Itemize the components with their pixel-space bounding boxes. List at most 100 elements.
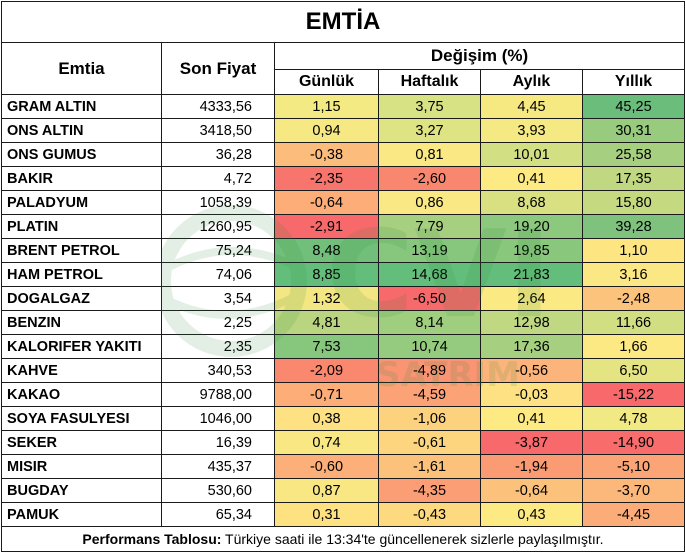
last-price-cell: 65,34 [161,502,275,527]
table-row: PALADYUM 1058,39 -0,64 0,86 8,68 15,80 [1,190,685,215]
monthly-change-cell: 17,36 [480,334,583,359]
header-monthly: Aylık [480,69,583,95]
table-row: KAKAO 9788,00 -0,71 -4,59 -0,03 -15,22 [1,382,685,407]
weekly-change-cell: 3,75 [378,94,481,119]
commodity-name: ONS ALTIN [1,118,162,143]
monthly-change-cell: 2,64 [480,286,583,311]
daily-change-cell: -0,60 [274,454,379,479]
monthly-change-cell: 10,01 [480,142,583,167]
yearly-change-cell: 15,80 [581,190,685,215]
daily-change-cell: 8,85 [274,262,379,287]
weekly-change-cell: 0,86 [378,190,481,215]
daily-change-cell: 4,81 [274,310,379,335]
monthly-change-cell: 19,85 [480,238,583,263]
weekly-change-cell: 13,19 [378,238,481,263]
daily-change-cell: 0,38 [274,406,379,431]
header-last-price: Son Fiyat [161,42,275,95]
yearly-change-cell: 6,50 [581,358,685,383]
last-price-cell: 530,60 [161,478,275,503]
last-price-cell: 74,06 [161,262,275,287]
table-row: SEKER 16,39 0,74 -0,61 -3,87 -14,90 [1,430,685,455]
daily-change-cell: -2,35 [274,166,379,191]
commodity-name: MISIR [1,454,162,479]
commodity-name: KAKAO [1,382,162,407]
commodity-name: PAMUK [1,502,162,527]
table-row: BUGDAY 530,60 0,87 -4,35 -0,64 -3,70 [1,478,685,503]
header-change: Değişim (%) [273,42,685,70]
yearly-change-cell: -5,10 [581,454,685,479]
last-price-cell: 3418,50 [161,118,275,143]
monthly-change-cell: -0,64 [480,478,583,503]
last-price-cell: 75,24 [161,238,275,263]
daily-change-cell: -0,38 [274,142,379,167]
table-row: SOYA FASULYESI 1046,00 0,38 -1,06 0,41 4,78 [1,406,685,431]
weekly-change-cell: -4,89 [378,358,481,383]
commodity-name: PLATIN [1,214,162,239]
weekly-change-cell: -0,43 [378,502,481,527]
weekly-change-cell: -2,60 [378,166,481,191]
commodity-name: KAHVE [1,358,162,383]
table-row: ONS GUMUS 36,28 -0,38 0,81 10,01 25,58 [1,142,685,167]
yearly-change-cell: 11,66 [581,310,685,335]
footer-label: Performans Tablosu: [82,531,222,547]
commodity-name: BRENT PETROL [1,238,162,263]
table-title: EMTİA [0,1,685,43]
last-price-cell: 16,39 [161,430,275,455]
commodity-name: DOGALGAZ [1,286,162,311]
monthly-change-cell: 0,41 [480,166,583,191]
daily-change-cell: -2,09 [274,358,379,383]
commodity-name: GRAM ALTIN [1,94,162,119]
weekly-change-cell: -0,61 [378,430,481,455]
commodity-name: BENZIN [1,310,162,335]
table-row: KALORIFER YAKITI 2,35 7,53 10,74 17,36 1,66 [1,334,685,359]
daily-change-cell: -0,71 [274,382,379,407]
monthly-change-cell: 12,98 [480,310,583,335]
yearly-change-cell: 25,58 [581,142,685,167]
weekly-change-cell: 8,14 [378,310,481,335]
weekly-change-cell: -1,06 [378,406,481,431]
monthly-change-cell: -3,87 [480,430,583,455]
last-price-cell: 340,53 [161,358,275,383]
weekly-change-cell: -1,61 [378,454,481,479]
last-price-cell: 1046,00 [161,406,275,431]
yearly-change-cell: 30,31 [581,118,685,143]
header-yearly: Yıllık [581,69,685,95]
header-weekly: Haftalık [378,69,481,95]
header-daily: Günlük [274,69,379,95]
last-price-cell: 4,72 [161,166,275,191]
table-row: KAHVE 340,53 -2,09 -4,89 -0,56 6,50 [1,358,685,383]
yearly-change-cell: -4,45 [581,502,685,527]
header-commodity: Emtia [1,42,162,95]
daily-change-cell: -2,91 [274,214,379,239]
table-body: GRAM ALTIN 4333,56 1,15 3,75 4,45 45,25 ONS AL… [1,94,685,527]
weekly-change-cell: -6,50 [378,286,481,311]
daily-change-cell: 0,74 [274,430,379,455]
yearly-change-cell: 39,28 [581,214,685,239]
last-price-cell: 3,54 [161,286,275,311]
monthly-change-cell: -1,94 [480,454,583,479]
monthly-change-cell: -0,56 [480,358,583,383]
last-price-cell: 1260,95 [161,214,275,239]
table-row: BENZIN 2,25 4,81 8,14 12,98 11,66 [1,310,685,335]
daily-change-cell: 1,15 [274,94,379,119]
table-row: PLATIN 1260,95 -2,91 7,79 19,20 39,28 [1,214,685,239]
weekly-change-cell: 14,68 [378,262,481,287]
daily-change-cell: 0,31 [274,502,379,527]
table-row: ONS ALTIN 3418,50 0,94 3,27 3,93 30,31 [1,118,685,143]
yearly-change-cell: -14,90 [581,430,685,455]
table-row: PAMUK 65,34 0,31 -0,43 0,43 -4,45 [1,502,685,527]
yearly-change-cell: -3,70 [581,478,685,503]
table-row: MISIR 435,37 -0,60 -1,61 -1,94 -5,10 [1,454,685,479]
table-row: BRENT PETROL 75,24 8,48 13,19 19,85 1,10 [1,238,685,263]
commodity-name: ONS GUMUS [1,142,162,167]
last-price-cell: 435,37 [161,454,275,479]
last-price-cell: 36,28 [161,142,275,167]
yearly-change-cell: -2,48 [581,286,685,311]
table-row: GRAM ALTIN 4333,56 1,15 3,75 4,45 45,25 [1,94,685,119]
weekly-change-cell: -4,35 [378,478,481,503]
weekly-change-cell: -4,59 [378,382,481,407]
yearly-change-cell: 1,66 [581,334,685,359]
table-row: HAM PETROL 74,06 8,85 14,68 21,83 3,16 [1,262,685,287]
last-price-cell: 2,35 [161,334,275,359]
